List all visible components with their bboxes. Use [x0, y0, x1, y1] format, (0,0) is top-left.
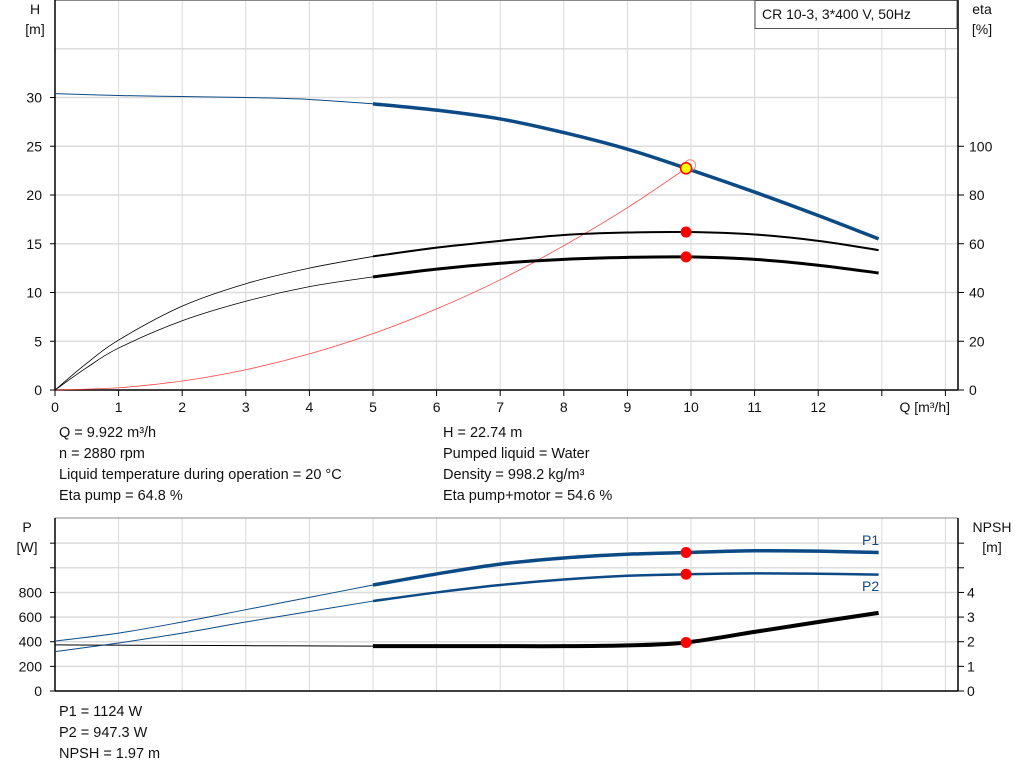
p2-curve-thick: [372, 572, 879, 603]
info-temperature: Liquid temperature during operation = 20…: [59, 467, 342, 483]
x-tick-label: 7: [496, 399, 504, 415]
info-eta-total: Eta pump+motor = 54.6 %: [443, 488, 613, 504]
x-tick-label: 3: [242, 399, 250, 415]
y-tick-label-right: 20: [969, 333, 985, 349]
y-tick-label-right: 80: [969, 187, 985, 203]
p1-curve-thick: [372, 548, 879, 587]
x-tick-label: 0: [51, 399, 59, 415]
eta-pump-curve-thick: [372, 230, 879, 258]
x-tick-label: 6: [433, 399, 441, 415]
y-tick-label-left: 10: [26, 285, 42, 301]
x-tick-label: 2: [178, 399, 186, 415]
y-axis-label-right-unit: [%]: [972, 21, 992, 37]
y-tick-label-right: 100: [969, 138, 993, 154]
npsh-tick-label: 2: [967, 634, 975, 650]
x-axis-label: Q [m³/h]: [899, 399, 950, 415]
p1-label: P1: [862, 532, 879, 548]
info-p2: P2 = 947.3 W: [59, 725, 148, 741]
eta-pump-duty-point: [680, 226, 692, 238]
y-tick-label-left: 15: [26, 236, 42, 252]
head-duty-point: [679, 162, 693, 175]
npsh-tick-label: 0: [967, 683, 975, 699]
y-tick-label-left: 5: [34, 333, 42, 349]
p-tick-label: 0: [34, 683, 42, 699]
npsh-duty-point: [680, 636, 692, 648]
system-curve: [54, 167, 687, 391]
legend-title: CR 10-3, 3*400 V, 50Hz: [762, 6, 911, 22]
eta-total-duty-point: [680, 251, 692, 263]
p-tick-label: 400: [19, 634, 43, 650]
y-tick-label-left: 0: [34, 382, 42, 398]
y-tick-label-right: 0: [969, 382, 977, 398]
p1-duty-point: [680, 547, 692, 559]
info-q: Q = 9.922 m³/h: [59, 425, 157, 441]
legend-box: [754, 0, 958, 29]
npsh-curve-thin: [54, 644, 374, 647]
y-tick-label-left: 30: [26, 90, 42, 106]
head-curve-thick: [372, 102, 880, 241]
y-axis-label-left: H: [30, 1, 40, 17]
npsh-tick-label: 1: [967, 658, 975, 674]
eta-pump-curve-thin: [54, 256, 374, 391]
info-head: H = 22.74 m: [443, 425, 523, 441]
p-tick-label: 600: [19, 609, 43, 625]
x-tick-label: 11: [747, 399, 762, 415]
p-tick-label: 800: [19, 584, 43, 600]
y-axis-label-right: eta: [972, 1, 992, 17]
x-tick-label: 5: [369, 399, 377, 415]
npsh-tick-label: 4: [967, 584, 975, 600]
info-npsh: NPSH = 1.97 m: [59, 746, 161, 762]
x-tick-label: 1: [115, 399, 123, 415]
head-curve-thin: [54, 93, 374, 105]
p1-curve-thin: [54, 584, 374, 642]
x-tick-label: 9: [624, 399, 632, 415]
npsh-axis-label: NPSH: [973, 519, 1012, 535]
info-liquid: Pumped liquid = Water: [443, 446, 590, 462]
x-tick-label: 10: [683, 399, 699, 415]
x-tick-label: 8: [560, 399, 568, 415]
p-tick-label: 200: [19, 658, 43, 674]
y-tick-label-left: 20: [26, 187, 42, 203]
npsh-axis-label-unit: [m]: [982, 539, 1001, 555]
y-tick-label-left: 25: [26, 138, 42, 154]
x-tick-label: 12: [810, 399, 826, 415]
p2-duty-point: [680, 568, 692, 580]
npsh-curve-thick: [372, 610, 879, 649]
y-axis-label-left-unit: [m]: [25, 21, 44, 37]
info-density: Density = 998.2 kg/m³: [443, 467, 585, 483]
y-tick-label-right: 60: [969, 236, 985, 252]
eta-total-curve-thick: [372, 255, 879, 279]
info-speed: n = 2880 rpm: [59, 446, 145, 462]
p-axis-label-unit: [W]: [17, 539, 38, 555]
eta-total-curve-thin: [54, 276, 374, 391]
p2-curve-thin: [54, 600, 374, 653]
info-p1: P1 = 1124 W: [59, 704, 143, 720]
x-tick-label: 4: [306, 399, 314, 415]
info-eta-pump: Eta pump = 64.8 %: [59, 488, 183, 504]
y-tick-label-right: 40: [969, 285, 985, 301]
p2-label: P2: [862, 578, 879, 594]
npsh-tick-label: 3: [967, 609, 975, 625]
p-axis-label: P: [22, 519, 31, 535]
